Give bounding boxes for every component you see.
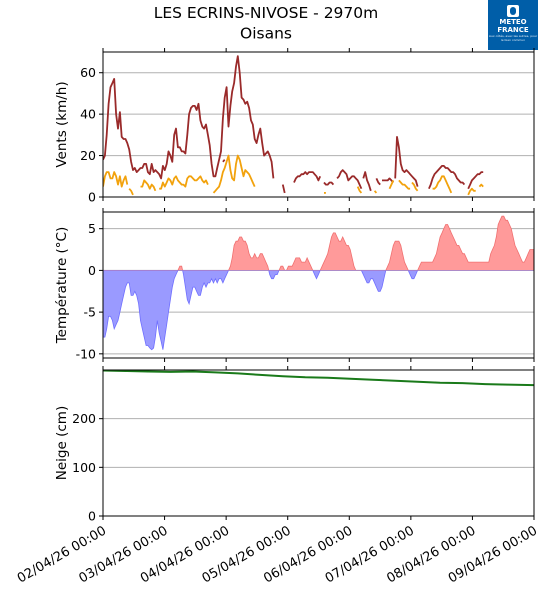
series-gusts-segment [281, 184, 286, 194]
series-mean-wind-segment [373, 190, 378, 194]
y-tick-label: 0 [88, 263, 96, 278]
plot-area-3 [103, 370, 534, 387]
series-gusts-segment [336, 169, 363, 190]
series-mean-wind-segment [356, 186, 363, 194]
y-tick-label: 5 [88, 221, 96, 236]
series-mean-wind-segment [212, 154, 256, 194]
panel-frame [102, 369, 535, 517]
chart-subtitle: Oisans [240, 25, 292, 43]
panel-frame [102, 51, 535, 198]
logo-tagline: Aux côtés, avec les autres, pour le bien… [488, 34, 538, 42]
series-gusts-segment [375, 178, 381, 186]
temperature-negative-area [103, 270, 534, 351]
series-mean-wind-segment [398, 179, 411, 190]
series-mean-wind-segment [478, 183, 484, 188]
series-mean-wind-segment [411, 181, 419, 192]
series-mean-wind-segment [103, 171, 129, 188]
series-gusts-segment [293, 171, 322, 183]
panel-frame [102, 211, 535, 359]
logo-line-2: FRANCE [497, 26, 529, 34]
y-axis-label: Vents (km/h) [54, 81, 70, 167]
panel-1: 0 20 40 60 Vents (km/h) [54, 48, 535, 205]
chart-title: LES ECRINS-NIVOSE - 2970m [154, 4, 379, 22]
temperature-positive-area [103, 215, 534, 271]
series-gusts-segment [394, 136, 419, 187]
series-gusts-segment [222, 159, 226, 163]
y-tick-label: 100 [72, 460, 96, 475]
series-mean-wind-segment [140, 179, 157, 192]
series-mean-wind-segment [128, 188, 134, 196]
meteo-france-mark-icon [507, 5, 519, 17]
series-gusts-segment [103, 55, 275, 180]
logo-line-1: METEO [499, 18, 527, 26]
y-tick-label: 20 [80, 148, 96, 163]
series-gusts-segment [362, 171, 372, 192]
series-gusts-segment [323, 181, 335, 186]
y-tick-label: 40 [80, 107, 96, 122]
series-mean-wind-segment [159, 175, 209, 190]
series-gusts-segment [467, 171, 484, 190]
snow-depth-line [103, 370, 534, 387]
y-tick-label: 200 [72, 411, 96, 426]
y-tick-label: 0 [88, 190, 96, 205]
y-tick-label: -5 [84, 305, 96, 320]
series-gusts-segment [428, 165, 466, 190]
series-mean-wind-segment [432, 175, 453, 194]
temperature-above-zero [103, 215, 534, 271]
y-axis-label: Température (°C) [54, 227, 70, 345]
y-tick-label: 60 [80, 65, 96, 80]
temperature-below-zero [103, 270, 534, 351]
meteo-france-logo: METEO FRANCE Aux côtés, avec les autres,… [488, 0, 538, 50]
series-mean-wind-segment [388, 180, 395, 190]
y-axis-label: Neige (cm) [54, 406, 70, 480]
series-mean-wind-segment [467, 187, 476, 196]
plot-area-1 [103, 55, 484, 196]
series-gusts-segment [382, 177, 394, 184]
panel-2: -10 -5 0 5 Température (°C) [54, 208, 535, 362]
plot-area-2 [103, 215, 534, 351]
y-tick-label: 0 [88, 509, 96, 524]
y-tick-label: -10 [76, 346, 96, 361]
